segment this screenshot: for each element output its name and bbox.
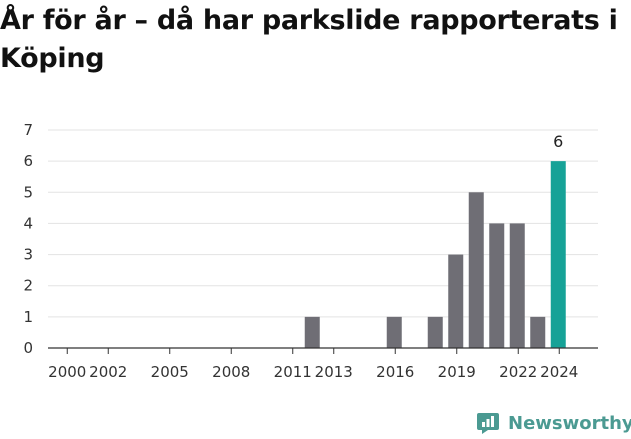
bar-chart: 0 1 2 3 4 5 6 7 2000 2002 2005 2008 2011 2013 2016 201…	[23, 121, 598, 381]
x-tick-label: 2005	[151, 363, 189, 381]
x-tick-label: 2019	[438, 363, 476, 381]
bar-2022	[509, 223, 525, 348]
y-axis: 0 1 2 3 4 5 6 7	[23, 121, 33, 357]
y-tick-label: 5	[23, 183, 33, 201]
x-tick-label: 2022	[499, 363, 537, 381]
bar-2023	[530, 316, 546, 348]
chart-title: År för år – då har parkslide rapporterat…	[0, 5, 618, 74]
y-tick-label: 7	[23, 121, 33, 139]
x-tick-label: 2016	[376, 363, 414, 381]
y-tick-label: 6	[23, 152, 33, 170]
bar-2021	[489, 223, 505, 348]
gridlines	[48, 129, 598, 318]
y-tick-label: 3	[23, 246, 33, 264]
x-axis: 2000 2002 2005 2008 2011 2013 2016 2019 2022 2024	[48, 348, 578, 381]
bar-2020	[468, 192, 484, 348]
newsworthy-logo-icon	[477, 413, 499, 434]
y-tick-label: 1	[23, 308, 33, 326]
data-labels: 6	[553, 132, 563, 151]
y-tick-label: 0	[23, 339, 33, 357]
x-tick-label: 2013	[315, 363, 353, 381]
bar-2024	[550, 161, 566, 348]
newsworthy-brand[interactable]: Newsworthy	[476, 408, 631, 438]
x-tick-label: 2000	[48, 363, 86, 381]
x-tick-label: 2002	[89, 363, 127, 381]
bar-2012	[304, 316, 320, 348]
bar-2016	[386, 316, 402, 348]
brand-name: Newsworthy	[508, 412, 631, 434]
x-tick-label: 2024	[540, 363, 578, 381]
y-tick-label: 2	[23, 277, 33, 295]
y-tick-label: 4	[23, 214, 33, 232]
bar-2019	[448, 254, 464, 348]
bars	[304, 161, 566, 348]
bar-2018	[427, 316, 443, 348]
data-label-2024: 6	[553, 132, 563, 151]
x-tick-label: 2011	[274, 363, 312, 381]
x-tick-label: 2008	[212, 363, 250, 381]
